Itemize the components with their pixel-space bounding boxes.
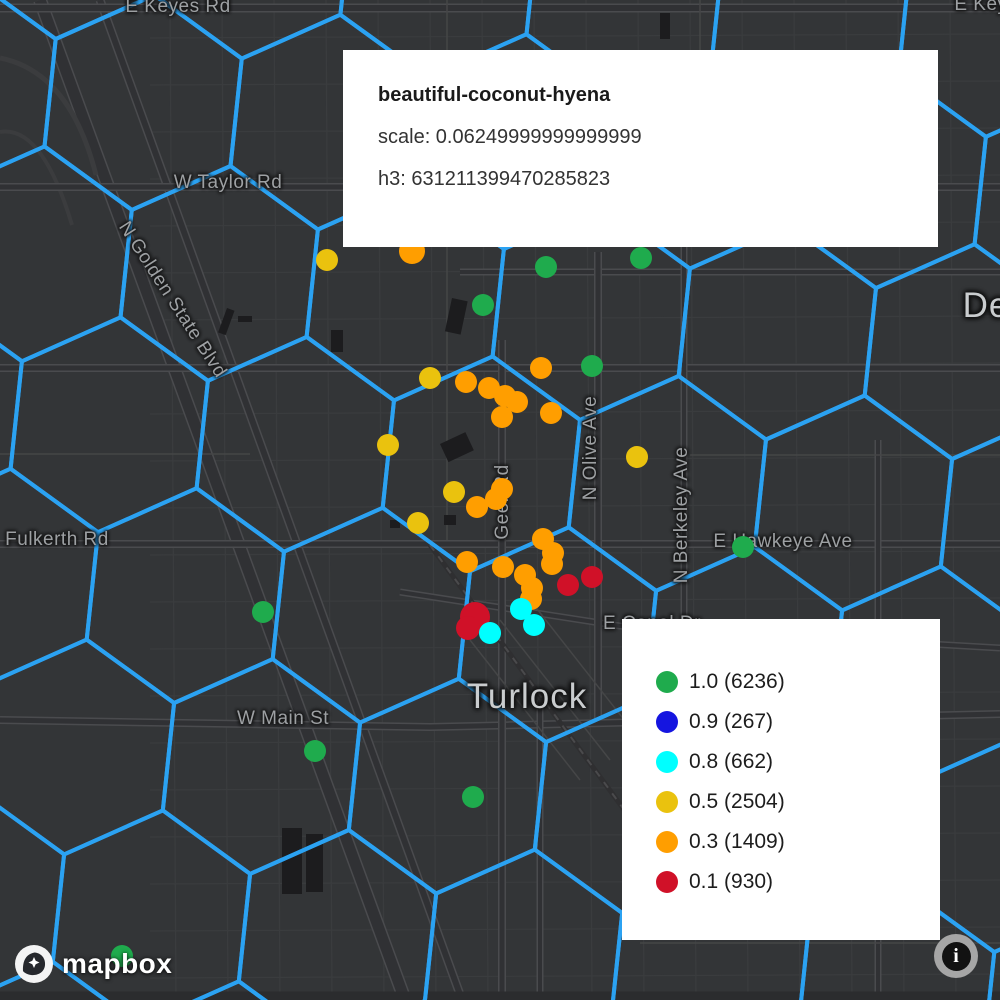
h3-cell[interactable] bbox=[154, 0, 351, 61]
tooltip-title: beautiful-coconut-hyena bbox=[378, 84, 611, 106]
h3-cell[interactable] bbox=[752, 393, 955, 613]
mapbox-logo[interactable]: mapbox bbox=[14, 944, 172, 984]
data-point[interactable] bbox=[506, 391, 528, 413]
h3-cell[interactable] bbox=[42, 0, 244, 212]
h3-cell[interactable] bbox=[0, 637, 177, 857]
data-point[interactable] bbox=[530, 357, 552, 379]
attribution-info-button[interactable]: i bbox=[934, 934, 978, 978]
legend-color-dot bbox=[656, 831, 678, 853]
legend-item: 0.9 (267) bbox=[656, 702, 940, 742]
legend-item: 0.8 (662) bbox=[656, 742, 940, 782]
legend-color-dot bbox=[656, 871, 678, 893]
legend-item: 1.0 (6236) bbox=[656, 662, 940, 702]
data-point[interactable] bbox=[111, 945, 133, 967]
data-point[interactable] bbox=[462, 786, 484, 808]
mapbox-logo-icon bbox=[15, 945, 53, 983]
data-point[interactable] bbox=[456, 616, 480, 640]
data-point[interactable] bbox=[535, 256, 557, 278]
info-icon: i bbox=[941, 941, 971, 971]
mapbox-wordmark: mapbox bbox=[62, 948, 173, 979]
h3-cell[interactable] bbox=[938, 415, 1000, 630]
data-point[interactable] bbox=[407, 512, 429, 534]
legend-label: 0.8 (662) bbox=[689, 750, 774, 773]
tooltip-h3: h3: 631211399470285823 bbox=[378, 168, 611, 190]
data-point[interactable] bbox=[485, 488, 507, 510]
data-point[interactable] bbox=[492, 556, 514, 578]
data-point[interactable] bbox=[472, 294, 494, 316]
data-point[interactable] bbox=[540, 402, 562, 424]
data-point[interactable] bbox=[443, 481, 465, 503]
h3-cell[interactable] bbox=[0, 144, 134, 364]
data-point[interactable] bbox=[510, 598, 532, 620]
tooltip-scale: scale: 0.06249999999999999 bbox=[378, 126, 642, 148]
legend-label: 0.1 (930) bbox=[689, 870, 774, 893]
data-point[interactable] bbox=[630, 247, 652, 269]
data-point[interactable] bbox=[581, 355, 603, 377]
data-point[interactable] bbox=[557, 574, 579, 596]
legend-color-dot bbox=[656, 791, 678, 813]
data-point[interactable] bbox=[581, 566, 603, 588]
legend-label: 0.9 (267) bbox=[689, 710, 774, 733]
legend: 1.0 (6236) 0.9 (267) 0.8 (662) 0.5 (2504) 0.… bbox=[622, 619, 940, 940]
h3-cell[interactable] bbox=[566, 374, 768, 593]
legend-item: 0.1 (930) bbox=[656, 862, 940, 902]
h3-cell[interactable] bbox=[0, 0, 166, 41]
data-point[interactable] bbox=[455, 371, 477, 393]
data-point[interactable] bbox=[252, 601, 274, 623]
h3-cell[interactable] bbox=[972, 93, 1000, 308]
legend-label: 0.5 (2504) bbox=[689, 790, 785, 813]
data-point[interactable] bbox=[732, 536, 754, 558]
h3-cell[interactable] bbox=[8, 315, 210, 535]
legend-label: 1.0 (6236) bbox=[689, 670, 785, 693]
h3-cell[interactable] bbox=[194, 334, 396, 554]
h3-cell[interactable] bbox=[160, 657, 363, 876]
legend-color-dot bbox=[656, 671, 678, 693]
h3-cell[interactable] bbox=[236, 828, 439, 1000]
data-point[interactable] bbox=[479, 622, 501, 644]
data-point[interactable] bbox=[541, 553, 563, 575]
data-point[interactable] bbox=[419, 367, 441, 389]
legend-label: 0.3 (1409) bbox=[689, 830, 785, 853]
legend-color-dot bbox=[656, 751, 678, 773]
h3-cell[interactable] bbox=[983, 908, 1000, 1000]
legend-item: 0.5 (2504) bbox=[656, 782, 940, 822]
legend-color-dot bbox=[656, 711, 678, 733]
data-point[interactable] bbox=[316, 249, 338, 271]
h3-cell[interactable] bbox=[270, 505, 472, 725]
data-point[interactable] bbox=[491, 406, 513, 428]
h3-cell[interactable] bbox=[118, 164, 320, 383]
h3-cell[interactable] bbox=[0, 466, 100, 684]
tooltip: beautiful-coconut-hyena scale: 0.0624999… bbox=[343, 50, 938, 247]
h3-cell[interactable] bbox=[346, 676, 549, 896]
data-point[interactable] bbox=[377, 434, 399, 456]
data-point[interactable] bbox=[466, 496, 488, 518]
data-point[interactable] bbox=[626, 446, 648, 468]
h3-cell[interactable] bbox=[422, 847, 625, 1000]
data-point[interactable] bbox=[456, 551, 478, 573]
h3-cell[interactable] bbox=[862, 242, 1000, 461]
h3-cell[interactable] bbox=[84, 486, 286, 705]
h3-cell[interactable] bbox=[129, 979, 326, 1000]
data-point[interactable] bbox=[523, 614, 545, 636]
data-point[interactable] bbox=[304, 740, 326, 762]
h3-cell[interactable] bbox=[676, 222, 878, 442]
legend-item: 0.3 (1409) bbox=[656, 822, 940, 862]
